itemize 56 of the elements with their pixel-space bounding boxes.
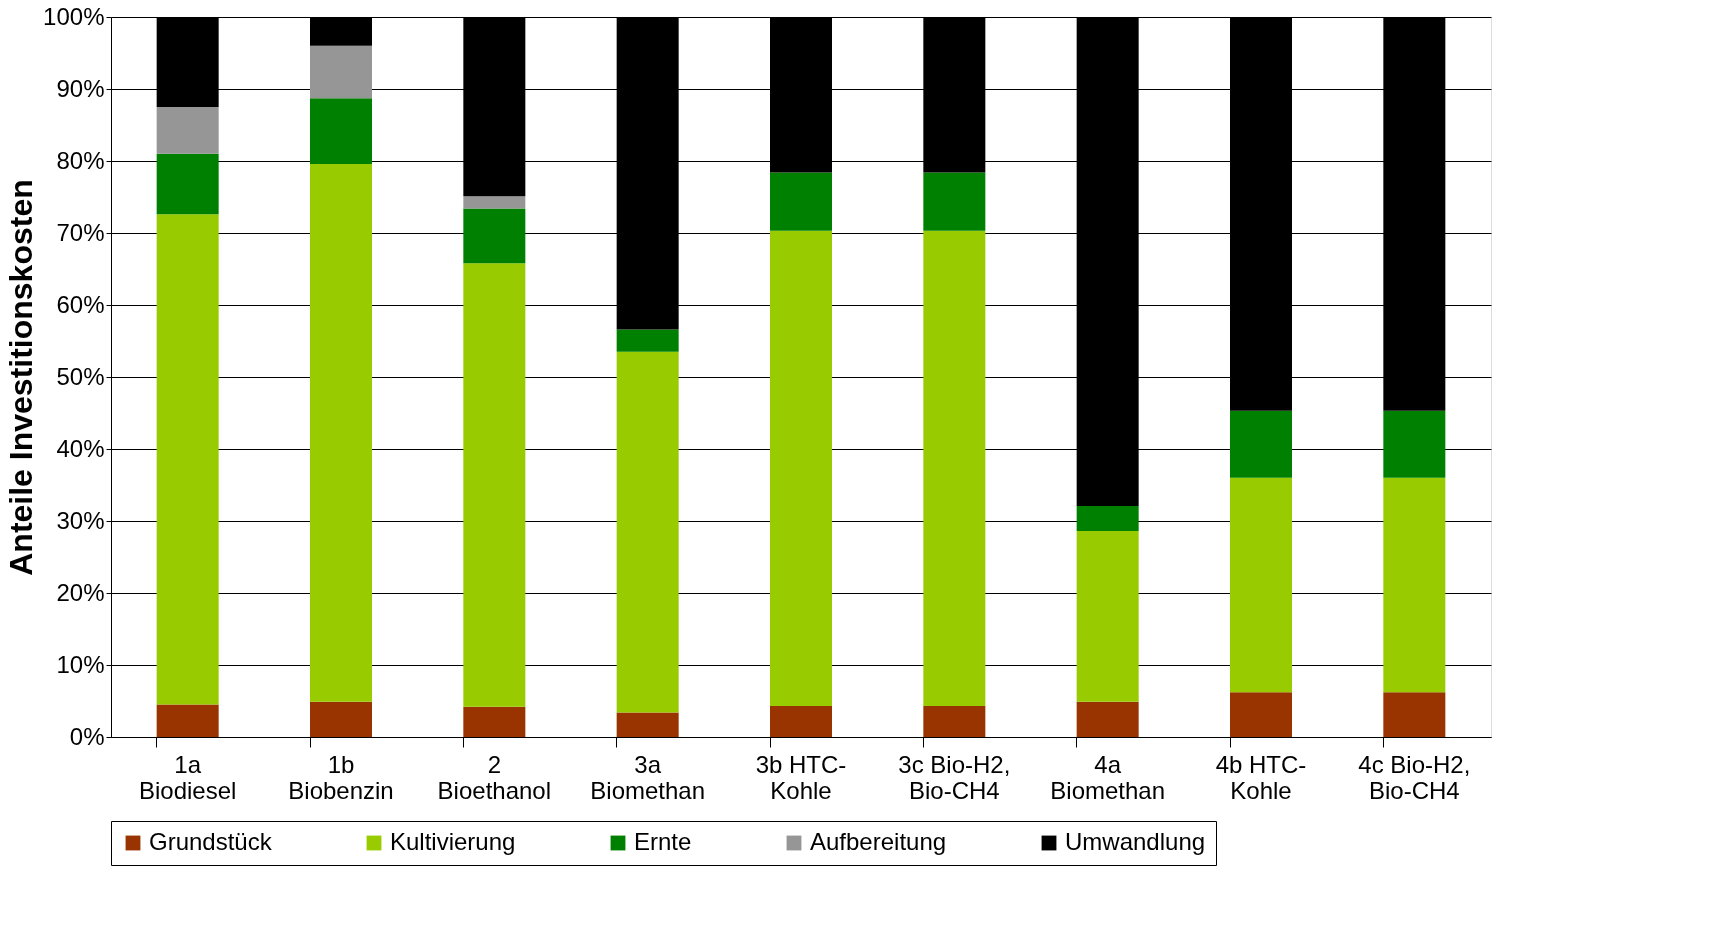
bar <box>463 263 526 707</box>
bar <box>770 230 832 707</box>
x-tick-label: 1b Biobenzin <box>288 750 394 804</box>
y-tick-label: 60% <box>56 290 105 318</box>
y-tick-label: 40% <box>56 434 105 462</box>
bar <box>923 230 986 707</box>
bar <box>156 214 219 705</box>
bar <box>310 45 372 99</box>
y-tick-label: 10% <box>56 650 105 678</box>
legend-label: Ernte <box>634 828 692 855</box>
bar <box>770 706 832 737</box>
legend-label: Grundstück <box>149 828 273 855</box>
bar <box>463 706 526 737</box>
y-tick-label: 20% <box>56 578 105 606</box>
x-tick-label: 1a Biodiesel <box>138 750 237 804</box>
bar <box>463 208 526 264</box>
y-axis-title: Anteile Investitionskosten <box>3 179 40 576</box>
y-tick-label: 80% <box>56 146 105 174</box>
legend-label: Aufbereitung <box>810 828 947 855</box>
bar <box>1383 692 1446 737</box>
bar <box>1230 692 1292 737</box>
x-tick-label: 2 Bioethanol <box>437 750 552 804</box>
x-tick-label: 3c Bio-H2, Bio-CH4 <box>898 750 1011 804</box>
bar <box>616 329 679 352</box>
bar <box>310 163 372 702</box>
bar <box>1383 477 1446 693</box>
x-tick-label: 4b HTC- Kohle <box>1215 750 1307 804</box>
bar <box>1076 701 1139 737</box>
bar <box>156 107 219 154</box>
bar <box>1230 477 1292 693</box>
bar <box>156 153 219 215</box>
bar <box>616 712 679 737</box>
bar <box>310 98 372 164</box>
bar <box>1230 410 1292 478</box>
y-tick-label: 30% <box>56 506 105 534</box>
x-tick-label: 4c Bio-H2, Bio-CH4 <box>1358 750 1471 804</box>
x-tick-label: 3a Biomethan <box>590 750 706 804</box>
bar <box>1383 410 1446 478</box>
y-tick-label: 0% <box>69 722 105 750</box>
legend-label: Kultivierung <box>390 828 516 855</box>
bar <box>1076 531 1139 702</box>
bar <box>616 351 679 713</box>
bar <box>156 704 219 737</box>
legend-label: Umwandlung <box>1065 828 1206 855</box>
x-tick-label: 4a Biomethan <box>1050 750 1166 804</box>
y-tick-label: 90% <box>56 74 105 102</box>
y-tick-label: 70% <box>56 218 105 246</box>
bar <box>770 172 832 231</box>
bar <box>463 196 526 209</box>
bar <box>1076 505 1139 532</box>
y-tick-label: 100% <box>43 2 105 30</box>
bar <box>310 701 372 737</box>
bar <box>923 706 986 737</box>
y-tick-label: 50% <box>56 362 105 390</box>
x-tick-label: 3b HTC- Kohle <box>755 750 847 804</box>
bar <box>923 172 986 231</box>
